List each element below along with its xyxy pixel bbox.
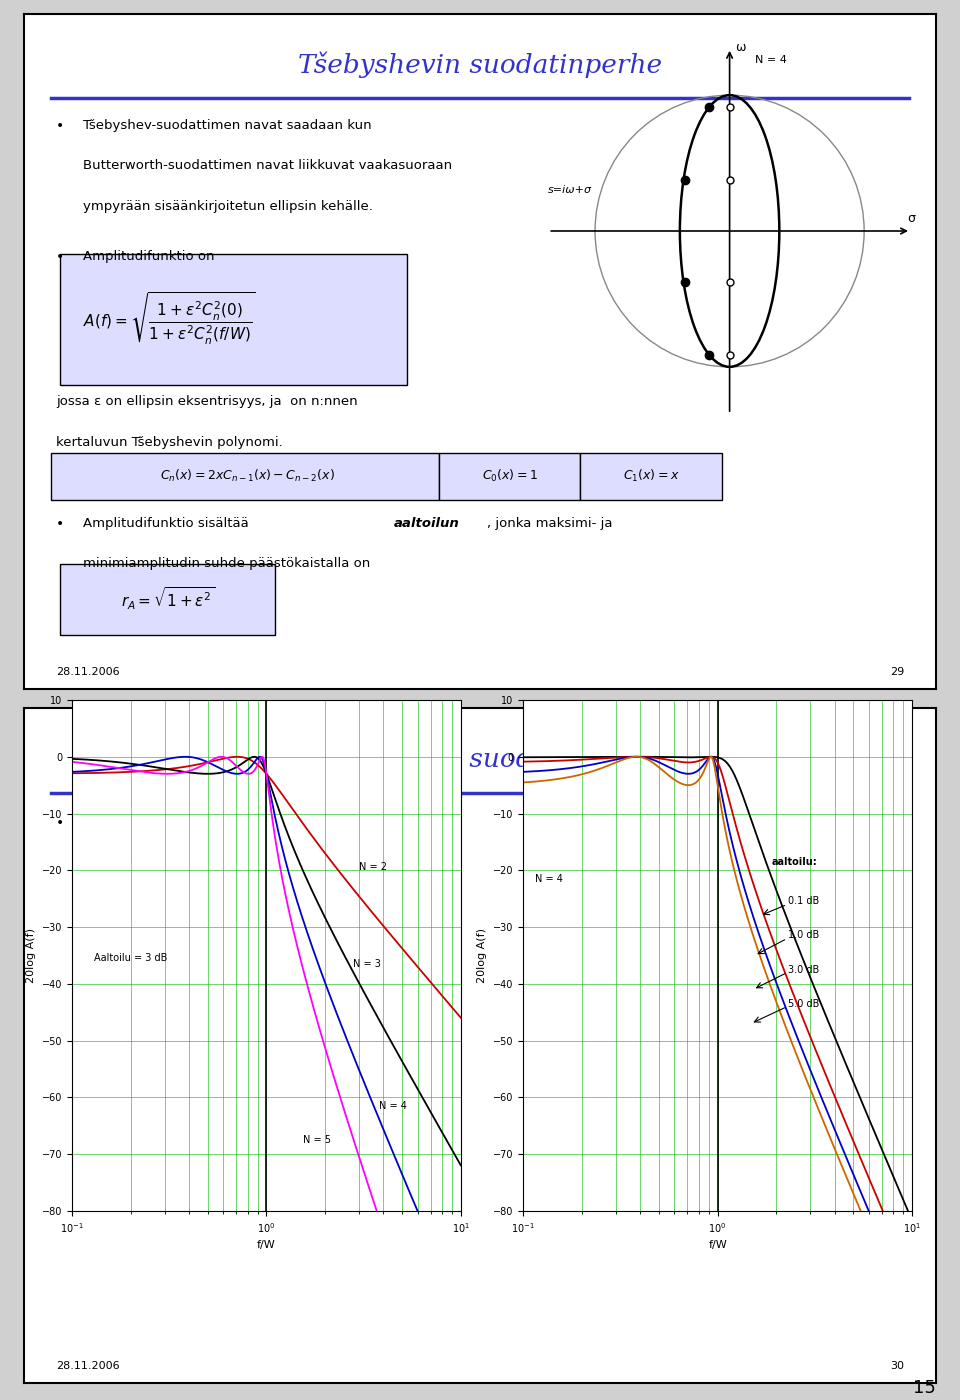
Text: •: • bbox=[56, 119, 64, 133]
Text: N = 4: N = 4 bbox=[535, 874, 563, 883]
Text: $A(f) = \sqrt{\dfrac{1+\varepsilon^2 C_n^2(0)}{1+\varepsilon^2 C_n^2(f/W)}}$: $A(f) = \sqrt{\dfrac{1+\varepsilon^2 C_n… bbox=[84, 291, 256, 347]
Text: 1.0 dB: 1.0 dB bbox=[788, 931, 819, 941]
Text: aaltoilu:: aaltoilu: bbox=[772, 857, 818, 867]
Text: jossa ε on ellipsin eksentrisyys, ja  on n:nnen: jossa ε on ellipsin eksentrisyys, ja on … bbox=[56, 395, 357, 409]
Text: N = 4: N = 4 bbox=[379, 1100, 407, 1110]
Text: 29: 29 bbox=[890, 666, 904, 676]
Text: $C_1(x) = x$: $C_1(x) = x$ bbox=[623, 468, 680, 484]
X-axis label: f/W: f/W bbox=[708, 1240, 727, 1250]
Text: N = 4: N = 4 bbox=[756, 55, 787, 66]
Text: N = 3: N = 3 bbox=[353, 959, 381, 969]
Text: N = 2: N = 2 bbox=[359, 862, 387, 872]
Text: •: • bbox=[56, 251, 64, 265]
Text: , jonka maksimi- ja: , jonka maksimi- ja bbox=[488, 517, 612, 529]
Text: Tšebyshev-suodattimen navat saadaan kun: Tšebyshev-suodattimen navat saadaan kun bbox=[84, 119, 372, 132]
Text: ω: ω bbox=[735, 42, 746, 55]
Text: kertaluvun Tšebyshevin polynomi.: kertaluvun Tšebyshevin polynomi. bbox=[56, 435, 282, 449]
Text: $C_n(x) = 2xC_{n-1}(x) - C_{n-2}(x)$: $C_n(x) = 2xC_{n-1}(x) - C_{n-2}(x)$ bbox=[160, 468, 335, 484]
Text: ylimenokaista: ylimenokaista bbox=[84, 855, 176, 868]
Text: σ: σ bbox=[907, 211, 916, 224]
FancyBboxPatch shape bbox=[52, 452, 439, 500]
Text: 28.11.2006: 28.11.2006 bbox=[56, 666, 120, 676]
Text: 28.11.2006: 28.11.2006 bbox=[56, 1361, 120, 1371]
Text: N = 5: N = 5 bbox=[303, 1135, 331, 1145]
Text: Aaltoilu = 3 dB: Aaltoilu = 3 dB bbox=[94, 953, 168, 963]
Text: Tšebyshevin suodatinperhe: Tšebyshevin suodatinperhe bbox=[298, 52, 662, 77]
Text: •: • bbox=[56, 517, 64, 531]
Text: minimiamplitudin suhde päästökaistalla on: minimiamplitudin suhde päästökaistalla o… bbox=[84, 557, 371, 570]
Y-axis label: 20log A(f): 20log A(f) bbox=[477, 928, 488, 983]
Text: 3.0 dB: 3.0 dB bbox=[788, 965, 819, 974]
Y-axis label: 20log A(f): 20log A(f) bbox=[26, 928, 36, 983]
Text: 0.1 dB: 0.1 dB bbox=[788, 896, 819, 906]
Text: Amplitudifunktio on: Amplitudifunktio on bbox=[84, 251, 215, 263]
FancyBboxPatch shape bbox=[580, 452, 722, 500]
Text: 30: 30 bbox=[890, 1361, 904, 1371]
Text: aaltoilun: aaltoilun bbox=[394, 517, 459, 529]
FancyBboxPatch shape bbox=[439, 452, 580, 500]
Text: Amplitudifunktio sisältää: Amplitudifunktio sisältää bbox=[84, 517, 253, 529]
Text: 5.0 dB: 5.0 dB bbox=[788, 998, 819, 1008]
Text: Tšebyshevin suodatinperhe: Tšebyshevin suodatinperhe bbox=[298, 746, 662, 771]
Text: Mitä suurempi aaltoilu sallitaan sitä kapeampi on: Mitä suurempi aaltoilu sallitaan sitä ka… bbox=[84, 816, 412, 829]
Text: ympyrään sisäänkirjoitetun ellipsin kehälle.: ympyrään sisäänkirjoitetun ellipsin kehä… bbox=[84, 200, 373, 213]
Text: •: • bbox=[56, 816, 64, 830]
Text: s=iω+σ: s=iω+σ bbox=[548, 185, 592, 195]
Text: $C_0(x) = 1$: $C_0(x) = 1$ bbox=[482, 468, 538, 484]
Text: $r_A = \sqrt{1+\varepsilon^2}$: $r_A = \sqrt{1+\varepsilon^2}$ bbox=[121, 585, 215, 612]
Text: 15: 15 bbox=[913, 1379, 936, 1397]
X-axis label: f/W: f/W bbox=[257, 1240, 276, 1250]
Text: Butterworth-suodattimen navat liikkuvat vaakasuoraan: Butterworth-suodattimen navat liikkuvat … bbox=[84, 160, 452, 172]
FancyBboxPatch shape bbox=[60, 253, 407, 385]
FancyBboxPatch shape bbox=[60, 564, 275, 634]
